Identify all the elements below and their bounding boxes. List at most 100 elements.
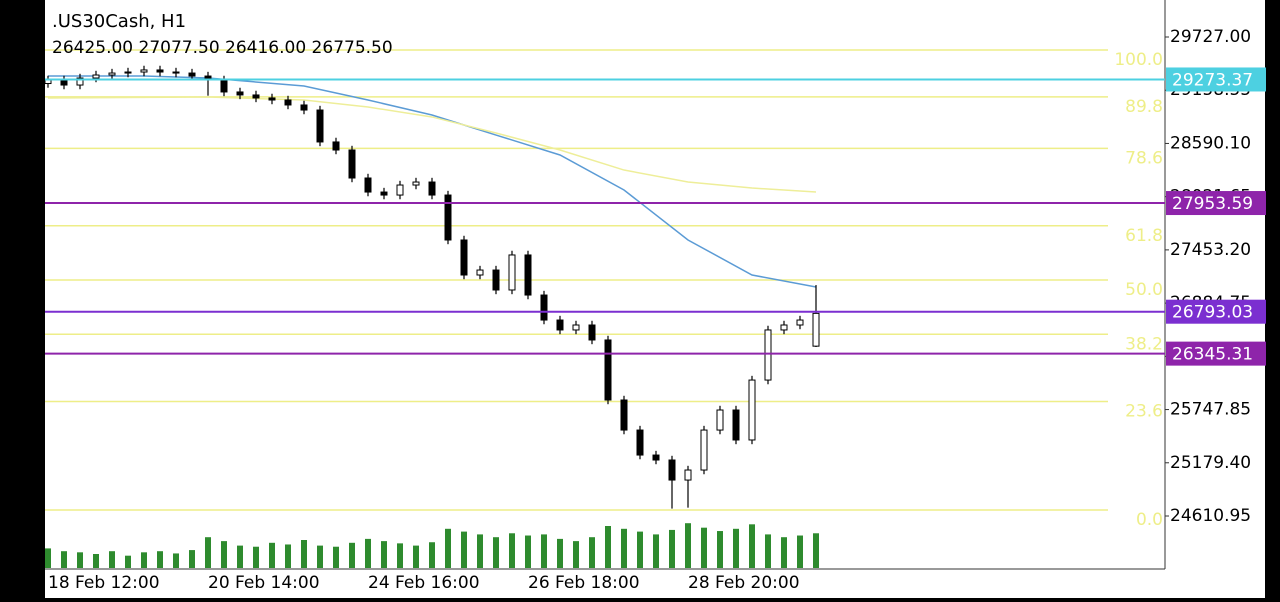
- candle-body: [796, 319, 804, 326]
- volume-bar: [461, 531, 467, 568]
- volume-bar: [61, 551, 67, 568]
- fib-label: 78.6: [1125, 148, 1163, 168]
- candle-body: [60, 79, 68, 86]
- y-tick-label: 24610.95: [1170, 506, 1251, 526]
- candle-body: [748, 379, 756, 441]
- fib-label: 38.2: [1125, 334, 1163, 354]
- candle-body: [444, 194, 452, 241]
- volume-bar: [189, 550, 195, 568]
- volume-bar: [621, 528, 627, 568]
- candle-body: [588, 324, 596, 341]
- volume-bar: [93, 554, 99, 568]
- volume-bar: [717, 531, 723, 568]
- candle-body: [508, 254, 516, 291]
- volume-bar: [397, 543, 403, 568]
- x-tick-label: 20 Feb 14:00: [208, 573, 320, 593]
- price-label-box: [1166, 341, 1266, 366]
- x-tick-label: 28 Feb 20:00: [688, 573, 800, 593]
- candle-body: [556, 319, 564, 331]
- volume-bar: [445, 528, 451, 568]
- candle-body: [476, 269, 484, 276]
- volume-bar: [605, 526, 611, 568]
- volume-bar: [765, 534, 771, 568]
- candle-body: [620, 399, 628, 431]
- candle-body: [524, 254, 532, 296]
- candle-body: [284, 99, 292, 106]
- volume-bar: [493, 537, 499, 568]
- volume-bar: [221, 541, 227, 568]
- fib-label: 89.8: [1125, 97, 1163, 117]
- volume-bar: [781, 537, 787, 568]
- volume-bar: [701, 527, 707, 568]
- volume-bar: [157, 551, 163, 568]
- price-label-box: [1166, 299, 1266, 324]
- price-label-box: [1166, 67, 1266, 92]
- volume-bar: [77, 552, 83, 568]
- candle-body: [300, 104, 308, 111]
- candle-body: [812, 312, 820, 347]
- candle-body: [172, 71, 180, 74]
- candle-body: [44, 79, 52, 85]
- volume-bar: [509, 533, 515, 568]
- volume-bar: [413, 545, 419, 568]
- candle-body: [492, 269, 500, 291]
- candle-body: [460, 239, 468, 276]
- price-label: 26793.03: [1172, 303, 1253, 323]
- x-tick-label: 26 Feb 18:00: [528, 573, 640, 593]
- price-label-box: [1166, 191, 1266, 216]
- fib-label: 61.8: [1125, 226, 1163, 246]
- volume-bar: [269, 542, 275, 568]
- candle-body: [268, 97, 276, 101]
- volume-bar: [349, 542, 355, 568]
- volume-bar: [573, 541, 579, 568]
- candle-body: [780, 324, 788, 331]
- candle-body: [124, 71, 132, 74]
- volume-bar: [525, 535, 531, 568]
- y-tick-label: 25747.85: [1170, 400, 1251, 420]
- volume-bar: [749, 524, 755, 568]
- volume-bar: [205, 537, 211, 568]
- symbol-label: .US30Cash, H1: [52, 11, 186, 32]
- volume-bar: [301, 540, 307, 568]
- fib-label: 100.0: [1114, 50, 1163, 70]
- candle-body: [188, 72, 196, 77]
- candle-body: [572, 324, 580, 331]
- candle-body: [140, 69, 148, 73]
- candle-body: [716, 409, 724, 431]
- candle-body: [412, 181, 420, 186]
- x-tick-label: 24 Feb 16:00: [368, 573, 480, 593]
- price-label: 26345.31: [1172, 345, 1253, 365]
- candle-body: [252, 94, 260, 99]
- volume-bar: [813, 533, 819, 568]
- volume-bar: [253, 546, 259, 568]
- candle-body: [652, 454, 660, 461]
- volume-bar: [797, 535, 803, 568]
- volume-bar: [429, 542, 435, 568]
- volume-bar: [45, 548, 51, 568]
- candle-body: [220, 79, 228, 93]
- candle-body: [540, 294, 548, 321]
- volume-bar: [589, 537, 595, 568]
- volume-bar: [557, 538, 563, 568]
- candle-body: [684, 469, 692, 481]
- price-label: 27953.59: [1172, 194, 1253, 214]
- candle-body: [236, 91, 244, 96]
- volume-bar: [637, 531, 643, 568]
- price-label: 29273.37: [1172, 70, 1253, 90]
- x-tick-label: 18 Feb 12:00: [48, 573, 160, 593]
- candle-body: [380, 191, 388, 196]
- volume-bar: [653, 534, 659, 568]
- candle-body: [156, 69, 164, 73]
- volume-bar: [141, 552, 147, 568]
- candle-body: [764, 329, 772, 381]
- y-tick-label: 29727.00: [1170, 27, 1251, 47]
- ohlc-label: 26425.00 27077.50 26416.00 26775.50: [52, 38, 393, 58]
- candle-body: [604, 339, 612, 401]
- volume-bar: [733, 528, 739, 568]
- candle-body: [108, 72, 116, 76]
- volume-bar: [365, 538, 371, 568]
- candle-body: [396, 184, 404, 196]
- volume-bar: [173, 553, 179, 568]
- candle-body: [76, 77, 84, 86]
